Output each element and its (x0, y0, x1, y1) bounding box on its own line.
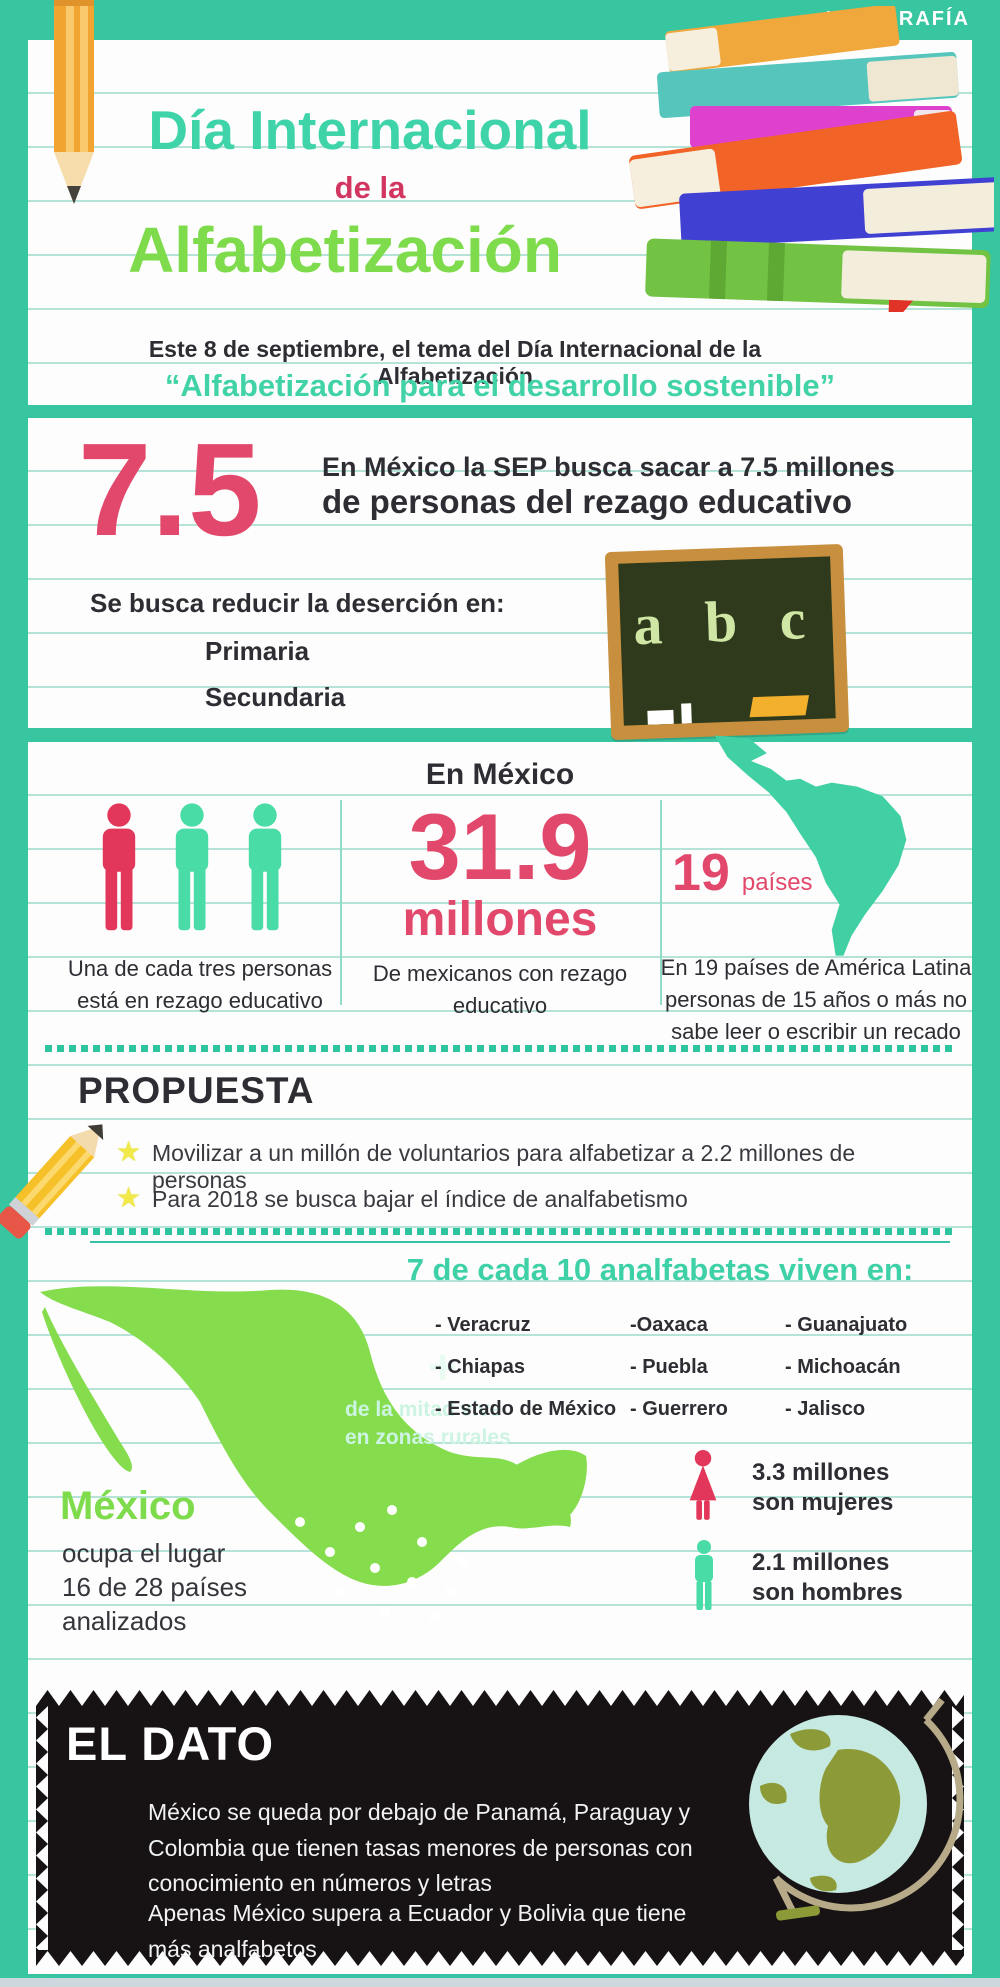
stat-caption-rezago: De mexicanos con rezago educativo (372, 961, 628, 1018)
propuesta-bullet-1: Movilizar a un millón de voluntarios par… (152, 1140, 856, 1193)
chalkboard-abc-text: a b c (632, 585, 821, 658)
title-line-1: Día Internacional (148, 99, 592, 161)
latin-america-map (714, 735, 907, 956)
rank-line-3: analizados (62, 1606, 187, 1636)
bottom-strip (0, 1978, 1000, 1987)
stat-7-5-millions: 7.5 (78, 416, 262, 563)
men-stat: 2.1 millones son hombres (752, 1548, 903, 1608)
star-bullet-icon: ★ (116, 1182, 142, 1213)
dotted-separator (45, 1228, 955, 1235)
zigzag-edge-top (36, 1690, 964, 1706)
stat-caption-one-in-three: Una de cada tres personas está en rezago… (67, 956, 333, 1013)
plus-sign: + (428, 1339, 458, 1395)
countries-label: países (741, 869, 813, 896)
stat-19-countries: 19 países (672, 843, 813, 903)
chalk-mark (681, 703, 692, 724)
men-stat-label: son hombres (752, 1579, 903, 1606)
map-section-heading: 7 de cada 10 analfabetas viven en: (406, 1252, 914, 1287)
globe-illustration (749, 1697, 964, 1921)
women-stat-label: son mujeres (752, 1489, 894, 1516)
state-item: - Guanajuato (785, 1314, 908, 1336)
rank-title: México (60, 1484, 196, 1528)
propuesta-bullet-2: Para 2018 se busca bajar el índice de an… (152, 1186, 688, 1212)
propuesta-heading: PROPUESTA (78, 1070, 315, 1111)
women-stat-number: 3.3 millones (752, 1459, 890, 1486)
column-divider (340, 800, 342, 1005)
state-item: - Estado de México (435, 1398, 617, 1420)
zigzag-edge-bottom (36, 1950, 964, 1966)
person-icon-teal (248, 803, 282, 931)
chalkboard-surface: a b c (618, 556, 836, 726)
pencil-bullet-icon (0, 1124, 104, 1239)
pencil-icon (54, 0, 94, 204)
level-primaria: Primaria (205, 636, 310, 666)
stats-heading: En México (425, 758, 575, 791)
rural-note: de la mitad vive en zonas rurales (345, 1396, 615, 1453)
countries-number: 19 (672, 844, 730, 902)
star-bullet-icon: ★ (116, 1136, 142, 1167)
state-item: -Oaxaca (630, 1314, 708, 1336)
el-dato-paragraph-2: Apenas México supera a Ecuador y Bolivia… (148, 1900, 687, 1962)
rural-note-line-1: de la mitad vive (345, 1398, 502, 1421)
rank-line-2: 16 de 28 países (62, 1572, 248, 1602)
el-dato-paragraph-1: México se queda por debajo de Panamá, Pa… (148, 1799, 693, 1897)
sep-goal-line-2: de personas del rezago educativo (322, 483, 852, 520)
rural-note-line-2: en zonas rurales (345, 1426, 511, 1450)
male-icon (695, 1540, 713, 1610)
zigzag-edge-left (36, 1706, 48, 1950)
chalk-mark (647, 709, 674, 725)
states-grid: - Veracruz -Oaxaca - Guanajuato - Chiapa… (435, 1314, 970, 1440)
state-item: - Jalisco (785, 1398, 866, 1420)
bottom-accent-line (55, 1974, 945, 1977)
stat-31-9: 31.9 (408, 794, 592, 899)
person-icon-teal (175, 803, 209, 931)
dotted-separator (45, 1045, 955, 1052)
subtitle: Este 8 de septiembre, el tema del Día In… (148, 336, 762, 389)
level-secundaria: Secundaria (205, 682, 346, 712)
chalkboard-illustration: a b c (604, 543, 850, 741)
chalk-eraser-icon (749, 695, 810, 718)
state-item: - Michoacán (785, 1356, 901, 1378)
state-item: - Chiapas (435, 1356, 526, 1378)
sep-goal-line-1: En México la SEP busca sacar a 7.5 millo… (322, 452, 895, 482)
women-stat: 3.3 millones son mujeres (752, 1458, 893, 1518)
state-item: - Puebla (630, 1356, 708, 1378)
men-stat-number: 2.1 millones (752, 1549, 890, 1576)
state-item: - Guerrero (630, 1398, 728, 1420)
state-item: - Veracruz (435, 1314, 531, 1336)
female-icon (689, 1450, 717, 1520)
desertion-label: Se busca reducir la deserción en: (90, 588, 505, 618)
el-dato-heading: EL DATO (66, 1717, 275, 1770)
mexico-map (40, 1286, 587, 1623)
stat-31-9-unit: millones (402, 893, 598, 946)
stat-caption-latam: En 19 países de América Latina personas … (660, 955, 972, 1044)
title-line-3: Alfabetización (128, 214, 562, 286)
books-stack-illustration (629, 6, 994, 312)
person-icon-pink (102, 803, 136, 931)
title-line-2: de la (334, 170, 406, 205)
rank-line-1: ocupa el lugar (62, 1538, 226, 1568)
theme-quote: “Alfabetización para el desarrollo soste… (164, 368, 836, 403)
column-divider (660, 800, 662, 1005)
separator-line (90, 1241, 950, 1243)
